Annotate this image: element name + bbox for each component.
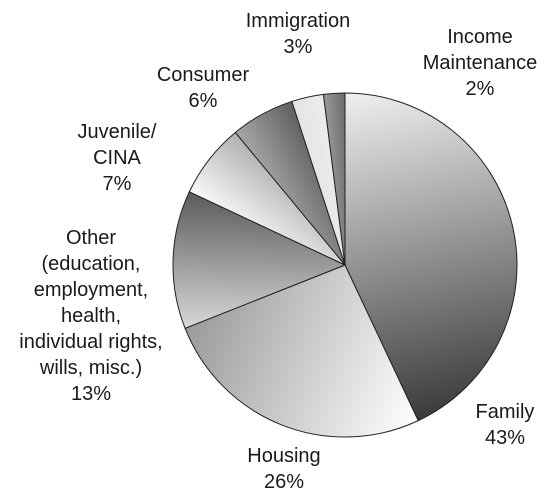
- category-label: individual rights,: [19, 331, 162, 353]
- slice-label-family: Family 43%: [476, 401, 535, 449]
- slice-label-immigration: Immigration 3%: [246, 10, 350, 58]
- percent-label: 3%: [284, 36, 313, 58]
- slice-labels: Family 43% Housing 26% Other (education, emplo…: [19, 10, 537, 493]
- category-label: employment,: [34, 279, 149, 301]
- category-label: Housing: [247, 445, 320, 467]
- category-label: Other: [66, 227, 116, 249]
- category-label: wills, misc.): [39, 357, 142, 379]
- slice-label-other-education-employment-health-individual-rights-wills-misc: Other (education, employment, health, indivi…: [19, 227, 162, 405]
- slice-label-consumer: Consumer 6%: [157, 64, 250, 112]
- category-label: health,: [61, 305, 121, 327]
- pie-slice-income-maintenance: [322, 92, 346, 266]
- category-label: CINA: [93, 147, 141, 169]
- percent-label: 2%: [466, 78, 495, 100]
- pie-slice-housing: [184, 264, 419, 438]
- percent-label: 6%: [189, 90, 218, 112]
- pie-slices: [172, 92, 518, 438]
- pie-slice-family: [344, 92, 518, 422]
- category-label: Income: [447, 26, 513, 48]
- slice-label-income-maintenance: Income Maintenance 2%: [423, 26, 538, 100]
- percent-label: 43%: [485, 427, 525, 449]
- category-label: Family: [476, 401, 535, 423]
- category-label: Maintenance: [423, 52, 538, 74]
- percent-label: 7%: [103, 173, 132, 195]
- category-label: Consumer: [157, 64, 250, 86]
- category-label: Immigration: [246, 10, 350, 32]
- category-label: (education,: [42, 253, 141, 275]
- slice-label-housing: Housing 26%: [247, 445, 320, 493]
- percent-label: 13%: [71, 383, 111, 405]
- pie-slice-other-education-employment-health-individual-rights-wills-misc: [172, 191, 347, 329]
- percent-label: 26%: [264, 471, 304, 493]
- category-label: Juvenile/: [78, 121, 157, 143]
- slice-label-juvenile-cina: Juvenile/CINA 7%: [78, 121, 157, 195]
